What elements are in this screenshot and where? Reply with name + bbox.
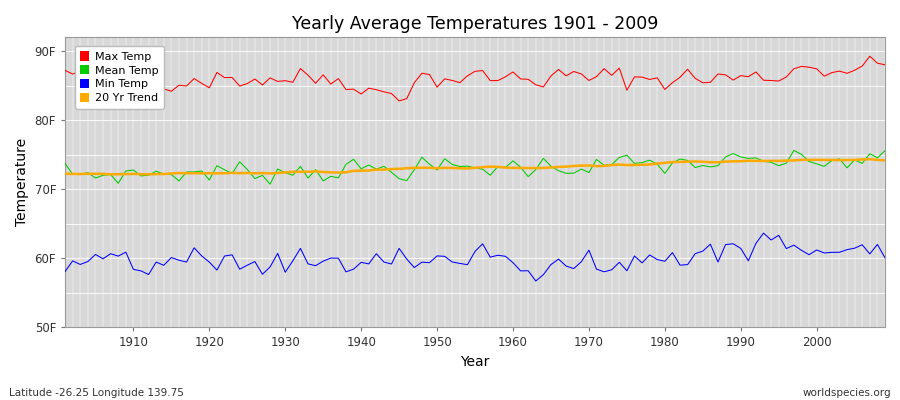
Text: worldspecies.org: worldspecies.org [803,388,891,398]
Legend: Max Temp, Mean Temp, Min Temp, 20 Yr Trend: Max Temp, Mean Temp, Min Temp, 20 Yr Tre… [75,46,164,109]
X-axis label: Year: Year [461,355,490,369]
Text: Latitude -26.25 Longitude 139.75: Latitude -26.25 Longitude 139.75 [9,388,184,398]
Title: Yearly Average Temperatures 1901 - 2009: Yearly Average Temperatures 1901 - 2009 [292,15,658,33]
Y-axis label: Temperature: Temperature [15,138,29,226]
